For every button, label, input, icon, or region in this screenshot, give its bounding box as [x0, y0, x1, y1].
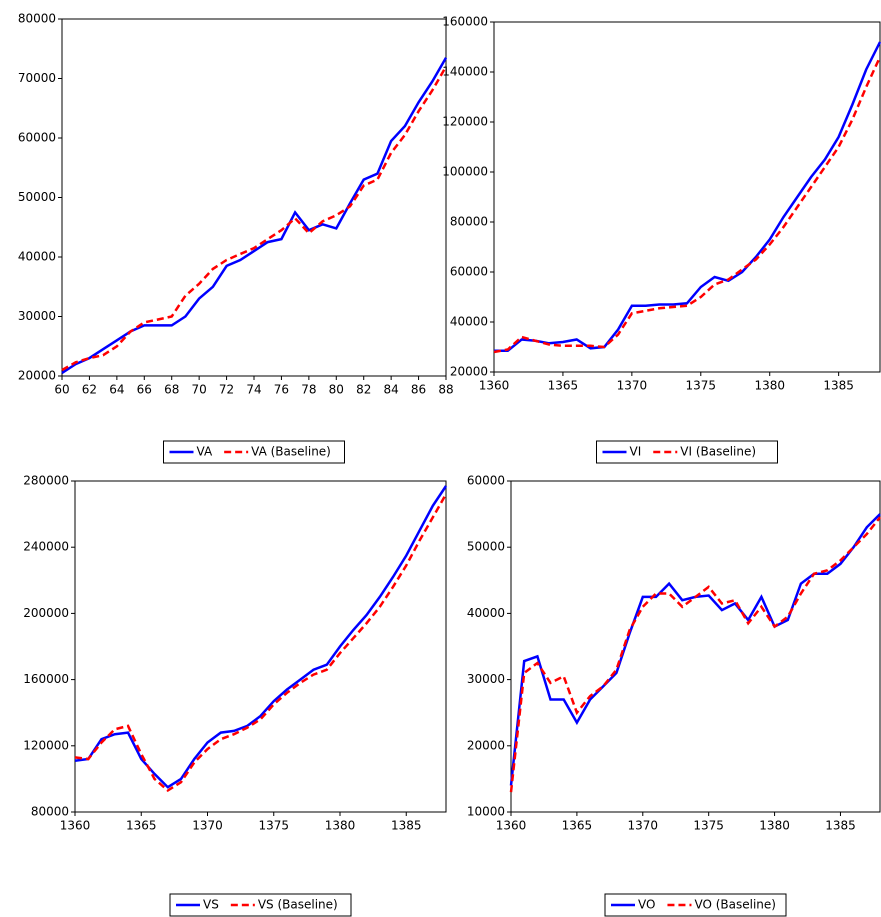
panel: 80000 120000 160000 200000 240000 280000 1360 1… — [23, 474, 448, 917]
x-tick-label: 1385 — [825, 819, 856, 833]
y-tick-label: 200000 — [23, 606, 69, 620]
y-tick-label: 280000 — [23, 474, 69, 488]
y-tick-label: 20000 — [467, 738, 505, 752]
x-tick-label: 68 — [164, 383, 179, 397]
x-tick-label: 1375 — [258, 819, 289, 833]
y-tick-label: 40000 — [18, 250, 56, 264]
x-tick-label: 1380 — [754, 379, 785, 393]
x-tick-label: 70 — [192, 383, 207, 397]
plot-frame — [510, 480, 881, 813]
x-tick-label: 1365 — [548, 379, 579, 393]
y-tick-label: 80000 — [31, 805, 69, 819]
y-tick-label: 140000 — [442, 65, 488, 79]
x-tick-label: 84 — [384, 383, 399, 397]
panel: 20000 30000 40000 50000 60000 70000 80000 60 62 6… — [18, 12, 454, 464]
x-tick-label: 1370 — [192, 819, 223, 833]
y-tick-label: 60000 — [467, 474, 505, 488]
x-tick-label: 1385 — [391, 819, 422, 833]
y-tick-label: 10000 — [467, 805, 505, 819]
y-tick-label: 50000 — [18, 190, 56, 204]
series-line — [494, 41, 881, 353]
series-line — [509, 516, 881, 793]
legend-label: VA — [197, 445, 213, 459]
x-tick-label: 1360 — [60, 819, 91, 833]
legend-box — [169, 893, 352, 917]
y-tick-label: 100000 — [442, 165, 488, 179]
x-tick-label: 76 — [274, 383, 289, 397]
legend: VO VO (Baseline) — [604, 893, 787, 917]
y-tick-label: 240000 — [23, 540, 69, 554]
y-tick-label: 30000 — [467, 672, 505, 686]
y-tick-label: 50000 — [467, 540, 505, 554]
x-tick-label: 1365 — [126, 819, 157, 833]
panel: 20000 40000 60000 80000 100000 120000 140000 16… — [442, 15, 881, 464]
y-tick-label: 20000 — [450, 365, 488, 379]
legend: VI VI (Baseline) — [596, 440, 778, 464]
plot-frame — [493, 21, 881, 373]
x-tick-label: 82 — [356, 383, 371, 397]
legend-box — [604, 893, 787, 917]
y-tick-label: 120000 — [442, 115, 488, 129]
x-tick-label: 86 — [411, 383, 426, 397]
y-tick-label: 120000 — [23, 738, 69, 752]
plot-frame — [74, 480, 447, 813]
series-line — [493, 56, 881, 354]
x-tick-label: 66 — [137, 383, 152, 397]
legend-label: VS (Baseline) — [258, 898, 338, 912]
series-line — [74, 493, 448, 793]
x-tick-label: 1360 — [479, 379, 510, 393]
y-tick-label: 80000 — [18, 12, 56, 26]
legend-label: VA (Baseline) — [251, 445, 331, 459]
y-tick-label: 80000 — [450, 215, 488, 229]
legend-box — [596, 440, 778, 464]
x-tick-label: 1360 — [496, 819, 527, 833]
x-tick-label: 1380 — [325, 819, 356, 833]
y-tick-label: 30000 — [18, 309, 56, 323]
y-tick-label: 60000 — [450, 265, 488, 279]
series-line — [509, 513, 881, 786]
y-tick-label: 70000 — [18, 71, 56, 85]
legend: VA VA (Baseline) — [163, 440, 345, 464]
x-tick-label: 1380 — [759, 819, 790, 833]
y-tick-label: 40000 — [450, 315, 488, 329]
legend-box — [163, 440, 345, 464]
x-tick-label: 60 — [54, 383, 69, 397]
x-tick-label: 64 — [109, 383, 124, 397]
x-tick-label: 1385 — [823, 379, 854, 393]
legend-label: VS — [203, 898, 219, 912]
x-tick-label: 72 — [219, 383, 234, 397]
x-tick-label: 80 — [329, 383, 344, 397]
series-line — [61, 65, 448, 372]
y-tick-label: 20000 — [18, 369, 56, 383]
series-line — [61, 57, 448, 375]
series-line — [74, 485, 448, 789]
x-tick-label: 1370 — [617, 379, 648, 393]
legend-label: VI (Baseline) — [680, 445, 756, 459]
x-tick-label: 78 — [301, 383, 316, 397]
legend-label: VO (Baseline) — [694, 898, 776, 912]
y-tick-label: 60000 — [18, 131, 56, 145]
y-tick-label: 160000 — [23, 672, 69, 686]
plot-frame — [61, 18, 447, 377]
legend: VS VS (Baseline) — [169, 893, 352, 917]
x-tick-label: 1370 — [628, 819, 659, 833]
x-tick-label: 1375 — [686, 379, 717, 393]
legend-label: VI — [630, 445, 642, 459]
x-tick-label: 1365 — [562, 819, 593, 833]
x-tick-label: 88 — [438, 383, 453, 397]
x-tick-label: 1375 — [693, 819, 724, 833]
y-tick-label: 160000 — [442, 15, 488, 29]
panel: 10000 20000 30000 40000 50000 60000 1360 1365 13… — [467, 474, 881, 917]
x-tick-label: 74 — [246, 383, 261, 397]
x-tick-label: 62 — [82, 383, 97, 397]
y-tick-label: 40000 — [467, 606, 505, 620]
legend-label: VO — [638, 898, 655, 912]
